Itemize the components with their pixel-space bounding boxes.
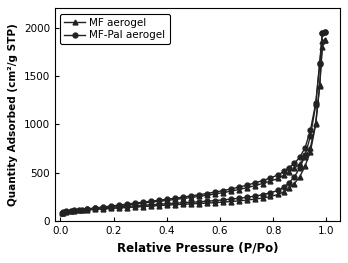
MF-Pal aerogel: [189, 201, 193, 204]
MF-Pal aerogel: [109, 206, 113, 209]
MF-Pal aerogel: [117, 205, 121, 209]
MF aerogel: [85, 208, 89, 211]
Line: MF-Pal aerogel: MF-Pal aerogel: [59, 29, 327, 215]
MF-Pal aerogel: [287, 181, 291, 184]
MF aerogel: [292, 182, 296, 185]
MF aerogel: [320, 45, 324, 49]
MF aerogel: [141, 205, 145, 208]
MF-Pal aerogel: [268, 191, 272, 194]
Line: MF aerogel: MF aerogel: [59, 38, 327, 216]
MF-Pal aerogel: [282, 186, 286, 189]
MF aerogel: [165, 204, 169, 207]
MF aerogel: [117, 206, 121, 210]
MF aerogel: [221, 201, 225, 204]
MF-Pal aerogel: [173, 202, 177, 205]
MF aerogel: [229, 200, 233, 203]
MF-Pal aerogel: [260, 193, 264, 196]
MF aerogel: [93, 208, 97, 211]
MF aerogel: [149, 204, 153, 208]
MF-Pal aerogel: [213, 199, 217, 202]
MF-Pal aerogel: [60, 211, 64, 214]
MF aerogel: [60, 212, 64, 215]
MF-Pal aerogel: [125, 205, 129, 208]
MF-Pal aerogel: [157, 203, 161, 206]
MF-Pal aerogel: [292, 175, 296, 178]
MF aerogel: [181, 203, 185, 206]
MF-Pal aerogel: [237, 197, 241, 200]
MF aerogel: [213, 201, 217, 204]
MF-Pal aerogel: [221, 198, 225, 201]
MF-Pal aerogel: [181, 201, 185, 204]
MF aerogel: [189, 202, 193, 205]
MF aerogel: [287, 187, 291, 190]
MF aerogel: [318, 84, 322, 87]
MF-Pal aerogel: [64, 210, 68, 213]
MF-Pal aerogel: [276, 189, 280, 192]
MF-Pal aerogel: [93, 207, 97, 210]
MF aerogel: [237, 199, 241, 203]
MF aerogel: [157, 204, 161, 207]
MF aerogel: [109, 207, 113, 210]
MF-Pal aerogel: [101, 206, 105, 210]
MF aerogel: [298, 175, 302, 178]
MF-Pal aerogel: [322, 30, 326, 33]
MF-Pal aerogel: [244, 196, 248, 199]
MF-Pal aerogel: [252, 195, 256, 198]
MF aerogel: [308, 150, 313, 153]
MF aerogel: [282, 190, 286, 193]
MF-Pal aerogel: [205, 200, 209, 203]
MF-Pal aerogel: [133, 204, 137, 208]
MF-Pal aerogel: [72, 209, 76, 212]
MF-Pal aerogel: [308, 134, 313, 138]
MF aerogel: [125, 206, 129, 209]
MF-Pal aerogel: [298, 166, 302, 170]
MF-Pal aerogel: [197, 200, 201, 203]
MF aerogel: [173, 203, 177, 206]
MF aerogel: [322, 39, 326, 42]
X-axis label: Relative Pressure (P/Po): Relative Pressure (P/Po): [117, 242, 278, 255]
MF-Pal aerogel: [303, 154, 307, 157]
MF aerogel: [268, 195, 272, 198]
MF aerogel: [205, 201, 209, 205]
MF-Pal aerogel: [141, 204, 145, 207]
MF aerogel: [314, 123, 318, 126]
MF aerogel: [197, 202, 201, 205]
MF-Pal aerogel: [320, 32, 324, 35]
MF aerogel: [252, 198, 256, 201]
MF-Pal aerogel: [85, 208, 89, 211]
MF aerogel: [303, 165, 307, 168]
MF aerogel: [260, 196, 264, 200]
Y-axis label: Quantity Adsorbed (cm²/g STP): Quantity Adsorbed (cm²/g STP): [8, 23, 18, 206]
MF aerogel: [276, 193, 280, 196]
MF-Pal aerogel: [165, 202, 169, 205]
MF aerogel: [64, 210, 68, 214]
MF aerogel: [133, 205, 137, 209]
MF-Pal aerogel: [318, 63, 322, 66]
Legend: MF aerogel, MF-Pal aerogel: MF aerogel, MF-Pal aerogel: [60, 13, 170, 44]
MF-Pal aerogel: [314, 104, 318, 107]
MF aerogel: [101, 208, 105, 211]
MF aerogel: [79, 209, 84, 212]
MF-Pal aerogel: [79, 208, 84, 211]
MF-Pal aerogel: [149, 203, 153, 206]
MF aerogel: [72, 210, 76, 213]
MF-Pal aerogel: [229, 198, 233, 201]
MF aerogel: [244, 199, 248, 202]
